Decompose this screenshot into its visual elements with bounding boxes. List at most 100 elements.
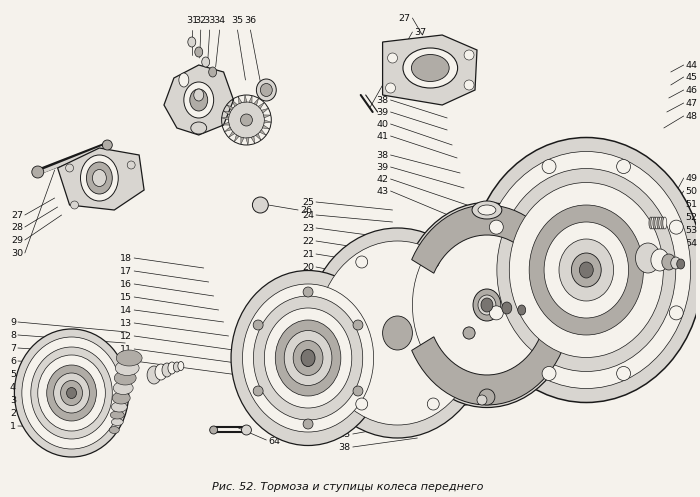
Ellipse shape [184,82,213,118]
Circle shape [427,398,439,410]
Polygon shape [232,100,237,106]
Circle shape [669,220,683,234]
Circle shape [463,327,475,339]
Text: 39: 39 [377,107,389,116]
Circle shape [463,327,475,339]
Ellipse shape [412,217,561,393]
Text: 59: 59 [339,391,351,400]
Ellipse shape [112,392,130,404]
Ellipse shape [38,355,105,431]
Circle shape [102,140,112,150]
Text: 38: 38 [377,151,389,160]
Polygon shape [264,115,271,118]
Ellipse shape [195,47,203,57]
Text: 2: 2 [496,343,502,352]
Ellipse shape [66,388,76,399]
Text: 58: 58 [496,369,508,379]
Ellipse shape [116,360,139,376]
Ellipse shape [275,320,341,396]
Ellipse shape [482,152,691,389]
Text: 45: 45 [686,73,698,82]
Ellipse shape [293,340,323,376]
Ellipse shape [412,55,449,82]
Text: 4: 4 [10,383,16,392]
Polygon shape [238,96,242,104]
Ellipse shape [306,228,489,438]
Text: 42: 42 [377,174,389,183]
Ellipse shape [301,349,315,366]
Text: 40: 40 [377,119,389,129]
Ellipse shape [470,138,700,403]
Circle shape [320,327,332,339]
Ellipse shape [472,201,502,219]
Text: 22: 22 [302,237,314,246]
Text: 56: 56 [496,331,508,339]
Ellipse shape [497,168,676,371]
Circle shape [542,160,556,173]
Ellipse shape [651,217,655,229]
Text: 44: 44 [686,61,698,70]
Ellipse shape [188,37,196,47]
Text: 41: 41 [377,132,389,141]
Ellipse shape [61,381,83,406]
Polygon shape [264,120,271,123]
Text: 3: 3 [10,396,16,405]
Polygon shape [244,95,247,102]
Polygon shape [412,337,562,405]
Ellipse shape [179,73,189,87]
Text: 6: 6 [10,356,16,365]
Text: 64: 64 [268,436,280,445]
Ellipse shape [54,373,90,413]
Ellipse shape [168,362,176,374]
Ellipse shape [178,361,184,370]
Text: 11: 11 [120,344,132,353]
Ellipse shape [155,364,167,380]
Ellipse shape [114,371,136,385]
Circle shape [477,395,487,405]
Polygon shape [258,102,265,109]
Ellipse shape [662,254,676,270]
Polygon shape [251,136,255,144]
Ellipse shape [190,89,208,111]
Polygon shape [412,205,562,273]
Ellipse shape [571,253,601,287]
Text: 32: 32 [195,16,206,25]
Circle shape [32,166,43,178]
Ellipse shape [403,48,458,88]
Ellipse shape [174,362,181,372]
Text: 46: 46 [686,85,698,94]
Circle shape [542,366,556,381]
Text: 49: 49 [686,173,698,182]
Text: 54: 54 [686,239,698,248]
Circle shape [303,419,313,429]
Polygon shape [246,138,249,145]
Ellipse shape [111,418,123,425]
Circle shape [617,366,631,381]
Text: 59: 59 [496,383,508,392]
Circle shape [210,426,218,434]
Ellipse shape [544,222,629,318]
Ellipse shape [478,205,496,215]
Polygon shape [222,122,230,125]
Text: 33: 33 [204,16,216,25]
Circle shape [253,320,263,330]
Ellipse shape [657,217,661,229]
Ellipse shape [478,295,496,315]
Text: 52: 52 [686,213,698,222]
Circle shape [353,320,363,330]
Text: 7: 7 [10,343,16,352]
Ellipse shape [87,162,112,194]
Ellipse shape [209,67,216,77]
Polygon shape [227,105,233,110]
Ellipse shape [636,243,660,273]
Ellipse shape [162,363,172,377]
Circle shape [356,256,368,268]
Circle shape [241,425,251,435]
Text: 51: 51 [686,199,698,209]
Text: 31: 31 [186,16,198,25]
Circle shape [353,386,363,396]
Circle shape [489,220,503,234]
Ellipse shape [659,217,663,229]
Text: 60: 60 [496,396,508,405]
Ellipse shape [529,205,643,335]
